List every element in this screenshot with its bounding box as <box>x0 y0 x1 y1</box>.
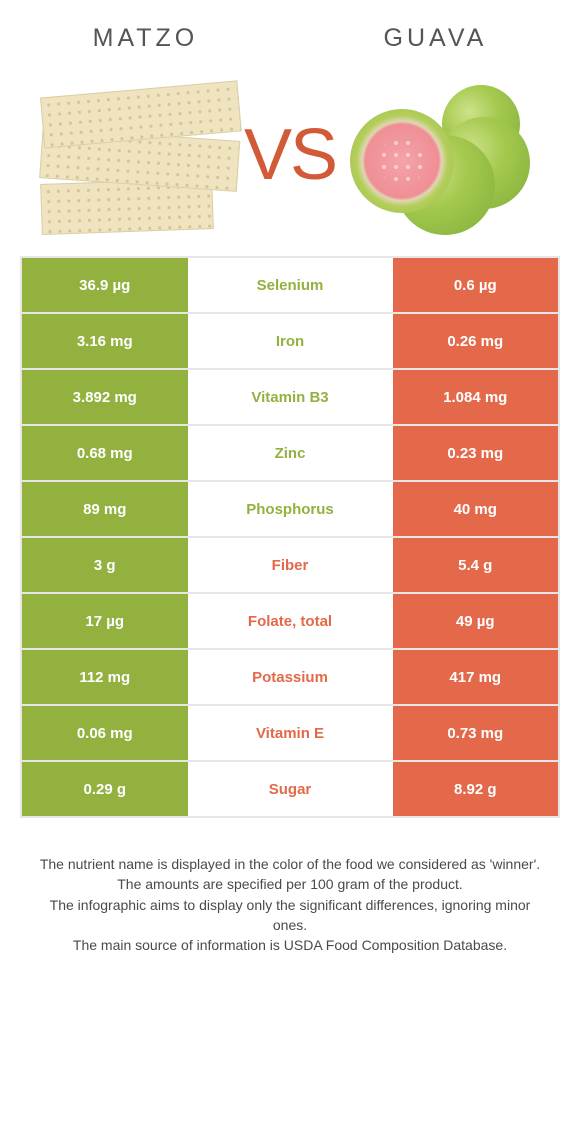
infographic-root: Matzo Guava VS 36.9 µgSelenium0.6 µg3.16… <box>0 0 580 995</box>
right-value: 0.23 mg <box>391 426 559 480</box>
nutrient-name: Sugar <box>190 762 391 816</box>
footnote-line: The infographic aims to display only the… <box>36 895 544 936</box>
left-value: 112 mg <box>22 650 190 704</box>
right-value: 1.084 mg <box>391 370 559 424</box>
matzo-image <box>40 77 240 232</box>
table-row: 112 mgPotassium417 mg <box>22 648 558 704</box>
footnote-line: The amounts are specified per 100 gram o… <box>36 874 544 894</box>
left-value: 3.16 mg <box>22 314 190 368</box>
table-row: 0.29 gSugar8.92 g <box>22 760 558 816</box>
left-value: 89 mg <box>22 482 190 536</box>
nutrient-name: Fiber <box>190 538 391 592</box>
nutrient-name: Vitamin B3 <box>190 370 391 424</box>
left-value: 0.68 mg <box>22 426 190 480</box>
footnote-line: The main source of information is USDA F… <box>36 935 544 955</box>
left-value: 3 g <box>22 538 190 592</box>
right-value: 49 µg <box>391 594 559 648</box>
table-row: 0.68 mgZinc0.23 mg <box>22 424 558 480</box>
nutrient-name: Phosphorus <box>190 482 391 536</box>
nutrient-name: Vitamin E <box>190 706 391 760</box>
right-value: 5.4 g <box>391 538 559 592</box>
hero-row: VS <box>0 61 580 256</box>
nutrient-name: Selenium <box>190 258 391 312</box>
table-row: 3.16 mgIron0.26 mg <box>22 312 558 368</box>
titles-row: Matzo Guava <box>0 0 580 61</box>
title-left: Matzo <box>93 24 199 53</box>
table-row: 3.892 mgVitamin B31.084 mg <box>22 368 558 424</box>
right-value: 8.92 g <box>391 762 559 816</box>
footnote: The nutrient name is displayed in the co… <box>0 818 580 955</box>
nutrient-name: Folate, total <box>190 594 391 648</box>
left-value: 17 µg <box>22 594 190 648</box>
left-value: 0.06 mg <box>22 706 190 760</box>
table-row: 17 µgFolate, total49 µg <box>22 592 558 648</box>
right-value: 0.73 mg <box>391 706 559 760</box>
title-right: Guava <box>384 24 488 53</box>
nutrient-name: Zinc <box>190 426 391 480</box>
right-value: 0.26 mg <box>391 314 559 368</box>
right-value: 417 mg <box>391 650 559 704</box>
table-row: 3 gFiber5.4 g <box>22 536 558 592</box>
footnote-line: The nutrient name is displayed in the co… <box>36 854 544 874</box>
left-value: 0.29 g <box>22 762 190 816</box>
left-value: 36.9 µg <box>22 258 190 312</box>
table-row: 36.9 µgSelenium0.6 µg <box>22 258 558 312</box>
right-value: 40 mg <box>391 482 559 536</box>
table-row: 0.06 mgVitamin E0.73 mg <box>22 704 558 760</box>
nutrient-table: 36.9 µgSelenium0.6 µg3.16 mgIron0.26 mg3… <box>20 256 560 818</box>
vs-label: VS <box>244 114 336 196</box>
nutrient-name: Potassium <box>190 650 391 704</box>
guava-image <box>340 77 540 232</box>
right-value: 0.6 µg <box>391 258 559 312</box>
nutrient-name: Iron <box>190 314 391 368</box>
left-value: 3.892 mg <box>22 370 190 424</box>
table-row: 89 mgPhosphorus40 mg <box>22 480 558 536</box>
